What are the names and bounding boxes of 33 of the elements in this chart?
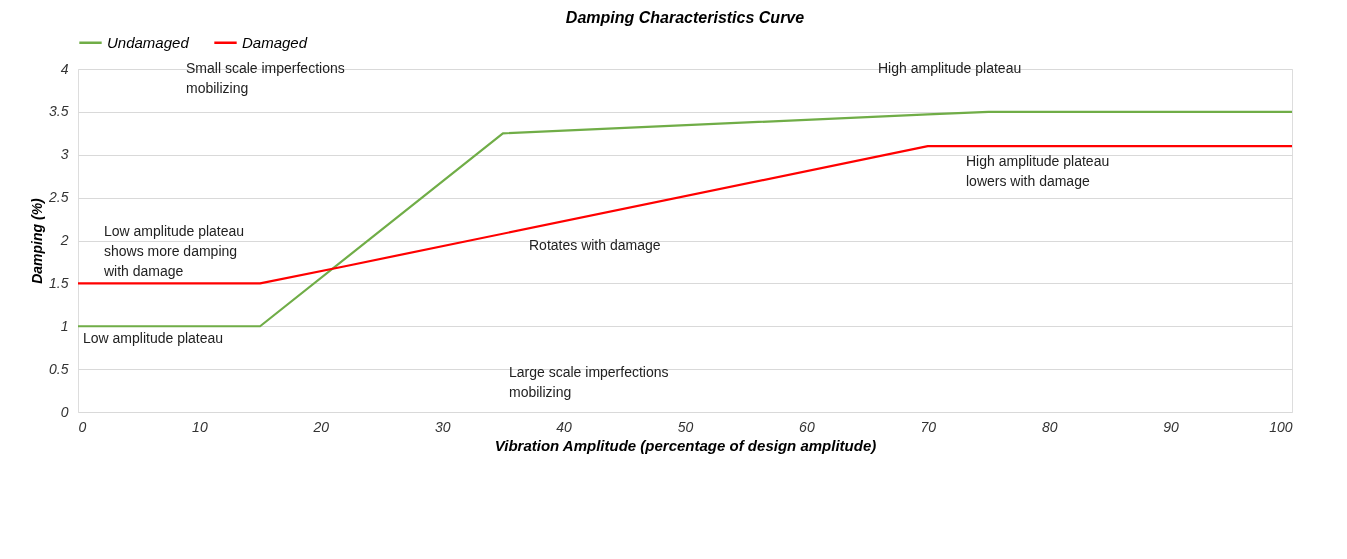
line-series [76, 110, 1294, 328]
annotation: Small scale imperfections mobilizing [186, 60, 345, 96]
x-tick-label: 0 [78, 418, 87, 435]
legend-label: Damaged [242, 33, 308, 51]
y-tick-label: 0.5 [49, 360, 69, 377]
x-tick-label: 80 [1041, 418, 1058, 435]
chart-title: Damping Characteristics Curve [565, 9, 805, 26]
y-tick-label: 2.5 [48, 189, 69, 206]
x-tick-label: 30 [434, 418, 451, 435]
annotation: Large scale imperfections mobilizing [509, 364, 669, 400]
x-tick-label: 90 [1163, 418, 1180, 435]
x-tick-label: 20 [312, 418, 330, 435]
x-tick-label: 40 [556, 418, 573, 435]
x-tick-label: 50 [677, 418, 694, 435]
annotation: Low amplitude plateau shows more damping with damage [103, 223, 245, 279]
x-axis-title: Vibration Amplitude (percentage of design amplitude) [494, 436, 877, 454]
y-axis-title: Damping (%) [29, 197, 46, 284]
y-tick-label: 3.5 [49, 103, 69, 120]
annotation: Low amplitude plateau [83, 330, 224, 346]
annotation: Rotates with damage [529, 237, 661, 253]
y-tick-label: 1 [60, 317, 69, 334]
x-tick-label: 60 [799, 418, 815, 435]
y-tick-label: 1.5 [49, 274, 69, 291]
x-tick-label: 10 [192, 418, 208, 435]
x-tick-label: 70 [920, 418, 937, 435]
annotation: High amplitude plateau lowers with damage [966, 153, 1110, 189]
annotation: High amplitude plateau [878, 60, 1022, 76]
y-tick-label: 0 [60, 403, 69, 420]
x-tick-label: 100 [1269, 418, 1293, 435]
y-tick-label: 2 [59, 232, 69, 248]
legend-label: Undamaged [107, 33, 190, 51]
y-tick-label: 4 [60, 60, 69, 77]
y-tick-label: 3 [60, 146, 69, 163]
